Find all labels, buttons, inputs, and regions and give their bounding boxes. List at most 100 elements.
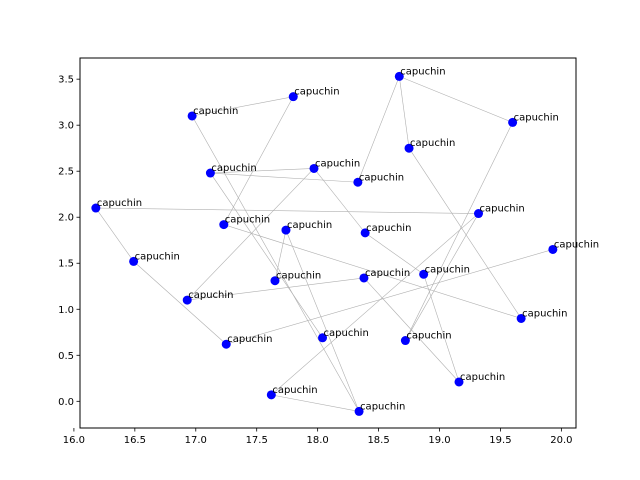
point-label: capuchin (514, 112, 559, 123)
data-point (221, 339, 231, 349)
edge-line (210, 168, 314, 174)
edges-layer (95, 76, 553, 412)
point-label: capuchin (294, 87, 339, 98)
edge-line (423, 274, 460, 383)
y-tick-label: 1.0 (58, 305, 74, 316)
data-point (394, 71, 404, 81)
y-tick-label: 0.5 (58, 351, 74, 362)
edge-line (313, 168, 366, 234)
x-tick-label: 16.0 (63, 435, 85, 446)
edge-line (223, 96, 294, 225)
y-tick-label: 1.5 (58, 259, 74, 270)
data-point (360, 228, 370, 238)
point-label: capuchin (522, 308, 567, 319)
edge-line (405, 122, 513, 341)
edge-line (357, 76, 400, 183)
plot-frame (79, 57, 577, 429)
data-point (182, 295, 192, 305)
edge-line (274, 230, 287, 281)
x-tick-label: 20.0 (550, 435, 572, 446)
edge-line (192, 96, 294, 117)
edge-line (95, 207, 134, 262)
point-label: capuchin (287, 220, 332, 231)
data-point (129, 256, 139, 266)
x-tick-label: 18.5 (367, 435, 389, 446)
point-label: capuchin (135, 251, 180, 262)
data-point (353, 177, 363, 187)
data-point (270, 276, 280, 286)
point-label: capuchin (193, 106, 238, 117)
data-point (205, 168, 215, 178)
data-point (419, 269, 429, 279)
y-tick-label: 2.0 (58, 213, 74, 224)
point-label: capuchin (211, 163, 256, 174)
edge-line (210, 172, 323, 338)
data-point (187, 111, 197, 121)
y-tick-label: 2.5 (58, 167, 74, 178)
data-point (91, 203, 101, 213)
point-label: capuchin (360, 401, 405, 412)
data-point (454, 377, 464, 387)
point-label: capuchin (272, 385, 317, 396)
data-point (516, 313, 526, 323)
y-tick-label: 3.5 (58, 75, 74, 86)
point-label: capuchin (480, 204, 525, 215)
x-tick-label: 17.0 (185, 435, 207, 446)
point-label: capuchin (554, 239, 599, 250)
data-point (474, 209, 484, 219)
edge-line (191, 115, 360, 412)
edge-line (271, 394, 360, 412)
point-label: capuchin (97, 198, 142, 209)
point-label: capuchin (315, 158, 360, 169)
point-label: capuchin (324, 328, 369, 339)
point-label: capuchin (227, 334, 272, 345)
x-tick-label: 17.5 (246, 435, 268, 446)
y-tick-label: 3.0 (58, 121, 74, 132)
data-point (309, 163, 319, 173)
point-label: capuchin (406, 331, 451, 342)
edge-line (133, 261, 227, 345)
edge-line (364, 232, 424, 275)
edge-line (187, 277, 364, 301)
point-labels-layer: capuchin capuchin capuchin capuchin capuchin… (97, 66, 599, 412)
data-point (548, 244, 558, 254)
edge-line (187, 168, 315, 301)
point-label: capuchin (188, 290, 233, 301)
point-label: capuchin (366, 223, 411, 234)
point-label: capuchin (225, 215, 270, 226)
y-tick-label: 0.0 (58, 397, 74, 408)
data-point (359, 273, 369, 283)
x-tick-label: 19.0 (428, 435, 450, 446)
data-point (404, 143, 414, 153)
edge-line (210, 172, 358, 183)
data-point (400, 336, 410, 346)
edge-line (285, 230, 360, 412)
edge-line (399, 76, 513, 123)
edge-line (95, 207, 479, 214)
edge-line (226, 249, 553, 345)
data-point (508, 117, 518, 127)
edge-line (223, 224, 522, 319)
point-label: capuchin (365, 268, 410, 279)
data-point (354, 406, 364, 416)
edge-line (398, 76, 410, 149)
edge-line (405, 213, 479, 341)
point-label: capuchin (276, 271, 321, 282)
point-label: capuchin (460, 372, 505, 383)
data-point (266, 390, 276, 400)
point-label: capuchin (425, 264, 470, 275)
data-point (219, 220, 229, 230)
edge-line (408, 148, 522, 319)
point-label: capuchin (410, 138, 455, 149)
data-point (281, 225, 291, 235)
point-label: capuchin (359, 172, 404, 183)
x-tick-label: 16.5 (124, 435, 146, 446)
x-axis: 16.0 16.5 17.0 17.5 18.0 18.5 19.0 19.5 20.0 (63, 428, 573, 446)
data-point (288, 92, 298, 102)
data-point (318, 333, 328, 343)
edge-line (271, 213, 479, 396)
edge-line (363, 277, 460, 383)
point-label: capuchin (400, 66, 445, 77)
x-tick-label: 18.0 (307, 435, 329, 446)
